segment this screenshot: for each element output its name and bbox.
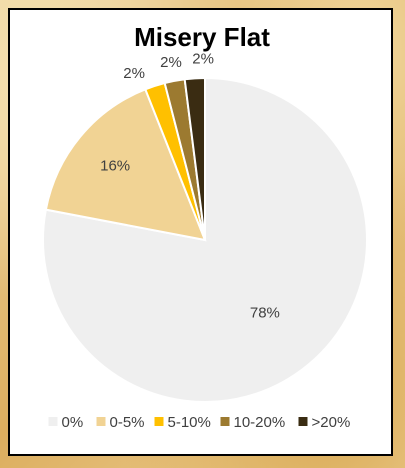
legend: 0% 0-5% 5-10% 10-20% >20% [48,414,351,431]
pie-slices [42,76,368,403]
legend-label-5: >20% [312,414,351,431]
data-label-5: 2% [192,51,214,68]
pie-slice-2 [44,88,207,242]
data-label-2: 16% [100,158,130,175]
data-label-4: 2% [160,54,182,71]
legend-label-2: 0-5% [110,414,145,431]
legend-swatch-5 [298,417,308,426]
legend-label-3: 5-10% [168,414,211,431]
legend-swatch-3 [154,417,164,426]
legend-swatch-4 [220,417,230,426]
legend-label-1: 0% [62,414,84,431]
chart-title: Misery Flat [134,22,270,52]
legend-label-4: 10-20% [234,414,286,431]
legend-swatch-1 [48,417,58,426]
data-label-1: 78% [250,304,280,321]
data-label-3: 2% [123,65,145,82]
data-labels: 78% 16% 2% 2% 2% [100,51,280,322]
legend-swatch-2 [96,417,106,426]
pie-slice-5 [183,76,206,241]
